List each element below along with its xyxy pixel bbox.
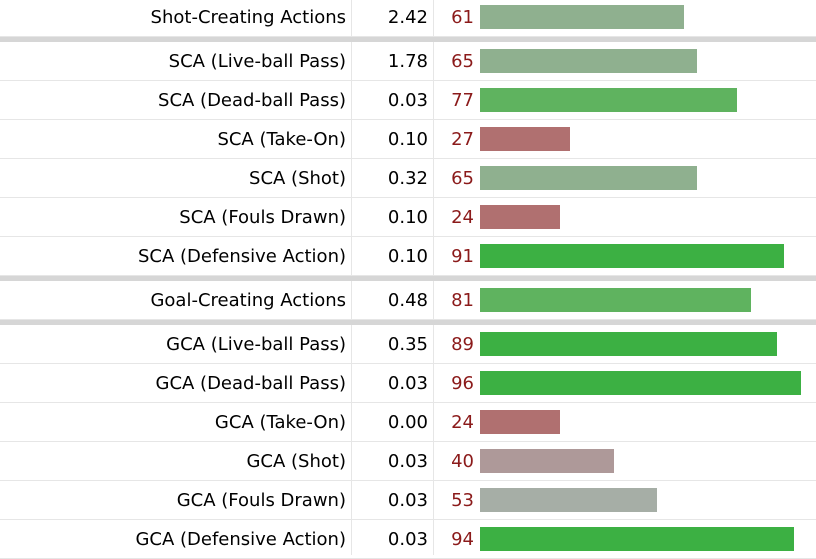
per90-value: 0.03 xyxy=(387,451,428,472)
per90-value: 0.03 xyxy=(387,529,428,550)
percentile-bar xyxy=(480,127,570,151)
percentile-bar xyxy=(480,49,697,73)
metric-label: SCA (Take-On) xyxy=(217,129,346,150)
percentile-bar xyxy=(480,332,777,356)
table-row: GCA (Defensive Action) 0.03 94 xyxy=(0,520,816,559)
metric-label: SCA (Dead-ball Pass) xyxy=(158,90,346,111)
percentile-bar xyxy=(480,5,684,29)
table-row: GCA (Shot) 0.03 40 xyxy=(0,442,816,481)
metric-label: SCA (Fouls Drawn) xyxy=(179,207,346,228)
metric-label: GCA (Dead-ball Pass) xyxy=(155,373,347,394)
metric-label: SCA (Live-ball Pass) xyxy=(168,51,346,72)
metric-label: Shot-Creating Actions xyxy=(150,7,346,28)
table-row: GCA (Fouls Drawn) 0.03 53 xyxy=(0,481,816,520)
table-row: SCA (Live-ball Pass) 1.78 65 xyxy=(0,37,816,81)
per90-value: 0.35 xyxy=(387,334,428,355)
per90-value: 0.03 xyxy=(387,90,428,111)
percentile-bar xyxy=(480,166,697,190)
table-row: SCA (Dead-ball Pass) 0.03 77 xyxy=(0,81,816,120)
per90-value: 0.10 xyxy=(387,246,428,267)
percentile-bar xyxy=(480,244,784,268)
table-row: Shot-Creating Actions 2.42 61 xyxy=(0,0,816,37)
percentile-bar xyxy=(480,88,737,112)
metric-label: GCA (Fouls Drawn) xyxy=(176,490,346,511)
percentile-value: 77 xyxy=(451,90,474,111)
table-row: SCA (Take-On) 0.10 27 xyxy=(0,120,816,159)
percentile-value: 24 xyxy=(451,412,474,433)
table-row: SCA (Fouls Drawn) 0.10 24 xyxy=(0,198,816,237)
percentile-value: 61 xyxy=(451,7,474,28)
per90-value: 0.00 xyxy=(387,412,428,433)
metric-label: SCA (Defensive Action) xyxy=(137,246,346,267)
metric-label: GCA (Live-ball Pass) xyxy=(166,334,346,355)
percentile-value: 91 xyxy=(451,246,474,267)
percentile-bar xyxy=(480,288,751,312)
table-row: Goal-Creating Actions 0.48 81 xyxy=(0,276,816,320)
percentile-bar xyxy=(480,410,560,434)
percentile-value: 27 xyxy=(451,129,474,150)
percentile-value: 94 xyxy=(451,529,474,550)
table-row: GCA (Take-On) 0.00 24 xyxy=(0,403,816,442)
percentile-bar xyxy=(480,449,614,473)
per90-value: 0.03 xyxy=(387,490,428,511)
per90-value: 0.03 xyxy=(387,373,428,394)
per90-value: 0.32 xyxy=(387,168,428,189)
percentile-value: 40 xyxy=(451,451,474,472)
percentile-value: 96 xyxy=(451,373,474,394)
metric-label: Goal-Creating Actions xyxy=(150,290,346,311)
percentile-value: 65 xyxy=(451,168,474,189)
metric-label: SCA (Shot) xyxy=(249,168,346,189)
table-row: GCA (Live-ball Pass) 0.35 89 xyxy=(0,320,816,364)
percentile-value: 24 xyxy=(451,207,474,228)
metric-label: GCA (Shot) xyxy=(246,451,346,472)
percentile-bar xyxy=(480,205,560,229)
percentile-value: 53 xyxy=(451,490,474,511)
table-row: SCA (Defensive Action) 0.10 91 xyxy=(0,237,816,276)
per90-value: 1.78 xyxy=(387,51,428,72)
percentile-value: 65 xyxy=(451,51,474,72)
per90-value: 0.10 xyxy=(387,129,428,150)
table-row: GCA (Dead-ball Pass) 0.03 96 xyxy=(0,364,816,403)
metric-label: GCA (Take-On) xyxy=(214,412,346,433)
table-row: SCA (Shot) 0.32 65 xyxy=(0,159,816,198)
percentile-bar xyxy=(480,488,657,512)
per90-value: 0.48 xyxy=(387,290,428,311)
per90-value: 0.10 xyxy=(387,207,428,228)
percentile-bar xyxy=(480,371,801,395)
percentile-value: 81 xyxy=(451,290,474,311)
percentile-value: 89 xyxy=(451,334,474,355)
per90-value: 2.42 xyxy=(387,7,428,28)
percentile-bar xyxy=(480,527,794,551)
metric-label: GCA (Defensive Action) xyxy=(135,529,346,550)
